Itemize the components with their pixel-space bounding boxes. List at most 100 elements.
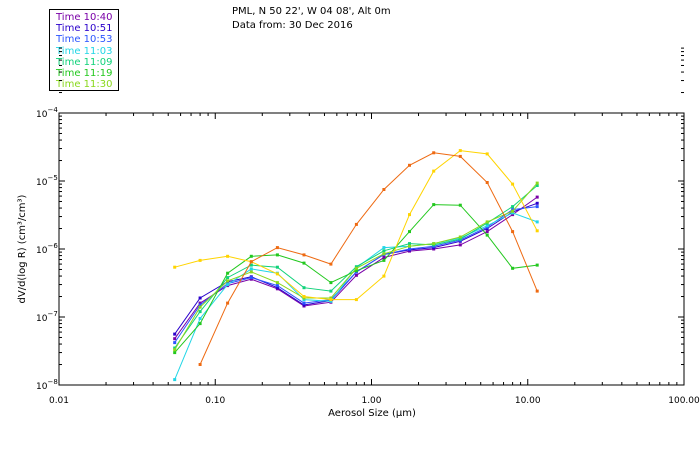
data-point: [511, 230, 515, 234]
data-point: [249, 260, 253, 264]
data-point: [354, 265, 358, 269]
data-point: [173, 341, 177, 345]
data-point: [329, 299, 333, 303]
data-point: [198, 317, 202, 320]
data-point: [173, 351, 177, 355]
data-point: [173, 332, 177, 336]
x-tick-label: 0.01: [49, 396, 69, 406]
data-point: [302, 295, 306, 298]
data-point: [458, 203, 462, 207]
data-point: [408, 242, 411, 246]
data-point: [173, 265, 177, 269]
data-point: [226, 276, 230, 280]
data-point: [275, 286, 279, 290]
data-point: [302, 253, 306, 257]
data-point: [408, 230, 411, 234]
legend-item: Time 11:30: [56, 79, 113, 91]
data-point: [382, 249, 386, 253]
data-point: [535, 229, 539, 233]
data-point: [458, 243, 462, 247]
data-point: [198, 305, 202, 309]
data-point: [329, 296, 333, 300]
data-point: [408, 213, 411, 217]
data-point: [198, 363, 202, 366]
legend-item: Time 10:40: [56, 12, 113, 23]
legend: Time 10:40 Time 10:51 Time 10:53 Time 11…: [49, 9, 119, 91]
data-point: [354, 222, 358, 226]
data-point: [511, 182, 515, 186]
data-point: [458, 235, 462, 239]
data-point: [511, 211, 515, 215]
data-point: [382, 246, 386, 250]
data-point: [275, 253, 279, 257]
data-point: [511, 205, 515, 209]
data-point: [249, 267, 253, 271]
data-point: [485, 230, 489, 234]
data-point: [275, 281, 279, 285]
data-point: [249, 254, 253, 258]
data-point: [173, 346, 177, 350]
series-line: [199, 152, 538, 365]
data-point: [249, 277, 253, 281]
data-point: [226, 254, 230, 258]
x-tick-label: 1.00: [361, 396, 381, 406]
data-point: [408, 247, 411, 251]
data-point: [275, 265, 279, 269]
data-point: [535, 181, 539, 185]
data-point: [535, 220, 539, 224]
data-point: [249, 276, 253, 280]
data-point: [535, 205, 539, 209]
data-point: [511, 208, 515, 212]
x-ticks: 0.01 0.10 1.00 10.00 100.00: [49, 113, 700, 406]
y-tick-label: 10−8: [36, 378, 58, 392]
y-ticks: 10−8 10−7 10−6 10−5 10−4: [36, 47, 684, 392]
data-point: [408, 163, 411, 167]
data-point: [511, 266, 515, 270]
data-point: [535, 289, 539, 293]
data-point: [302, 298, 306, 302]
data-point: [226, 301, 230, 305]
data-point: [382, 252, 386, 256]
data-point: [275, 246, 279, 250]
y-axis-label: dV/d(log R) (cm³/cm³): [17, 194, 28, 303]
legend-item: Time 11:19: [56, 68, 113, 80]
data-point: [329, 298, 333, 302]
x-tick-label: 100.00: [668, 396, 700, 406]
data-point: [458, 237, 462, 241]
data-point: [275, 272, 279, 276]
data-point: [382, 274, 386, 278]
data-point: [485, 233, 489, 237]
data-point: [382, 256, 386, 259]
legend-item: Time 11:03: [56, 45, 113, 57]
data-point: [432, 203, 436, 207]
data-point: [535, 184, 539, 187]
data-point: [354, 273, 358, 277]
legend-item: Time 11:09: [56, 56, 113, 68]
data-point: [432, 169, 436, 173]
data-point: [198, 258, 202, 262]
data-point: [354, 269, 358, 273]
location-line: PML, N 50 22', W 04 08', Alt 0m: [232, 6, 391, 17]
data-point: [485, 220, 489, 224]
data-point: [198, 303, 202, 307]
data-point: [458, 149, 462, 153]
data-point: [173, 378, 177, 382]
legend-item: Time 10:53: [56, 34, 113, 46]
y-tick-label: 10−5: [36, 174, 58, 188]
data-point: [511, 209, 515, 213]
data-point: [535, 195, 539, 199]
data-point: [329, 262, 333, 266]
legend-item: Time 10:51: [56, 23, 113, 35]
data-point: [535, 263, 539, 267]
x-tick-label: 10.00: [515, 396, 541, 406]
data-point: [249, 270, 253, 274]
chart-header: PML, N 50 22', W 04 08', Alt 0m Data fro…: [232, 5, 391, 33]
y-tick-label: 10−7: [36, 310, 58, 324]
data-point: [173, 348, 177, 352]
data-point: [275, 284, 279, 288]
data-point: [249, 263, 253, 267]
data-point: [382, 258, 386, 262]
data-point: [535, 201, 539, 205]
data-point: [329, 289, 333, 293]
